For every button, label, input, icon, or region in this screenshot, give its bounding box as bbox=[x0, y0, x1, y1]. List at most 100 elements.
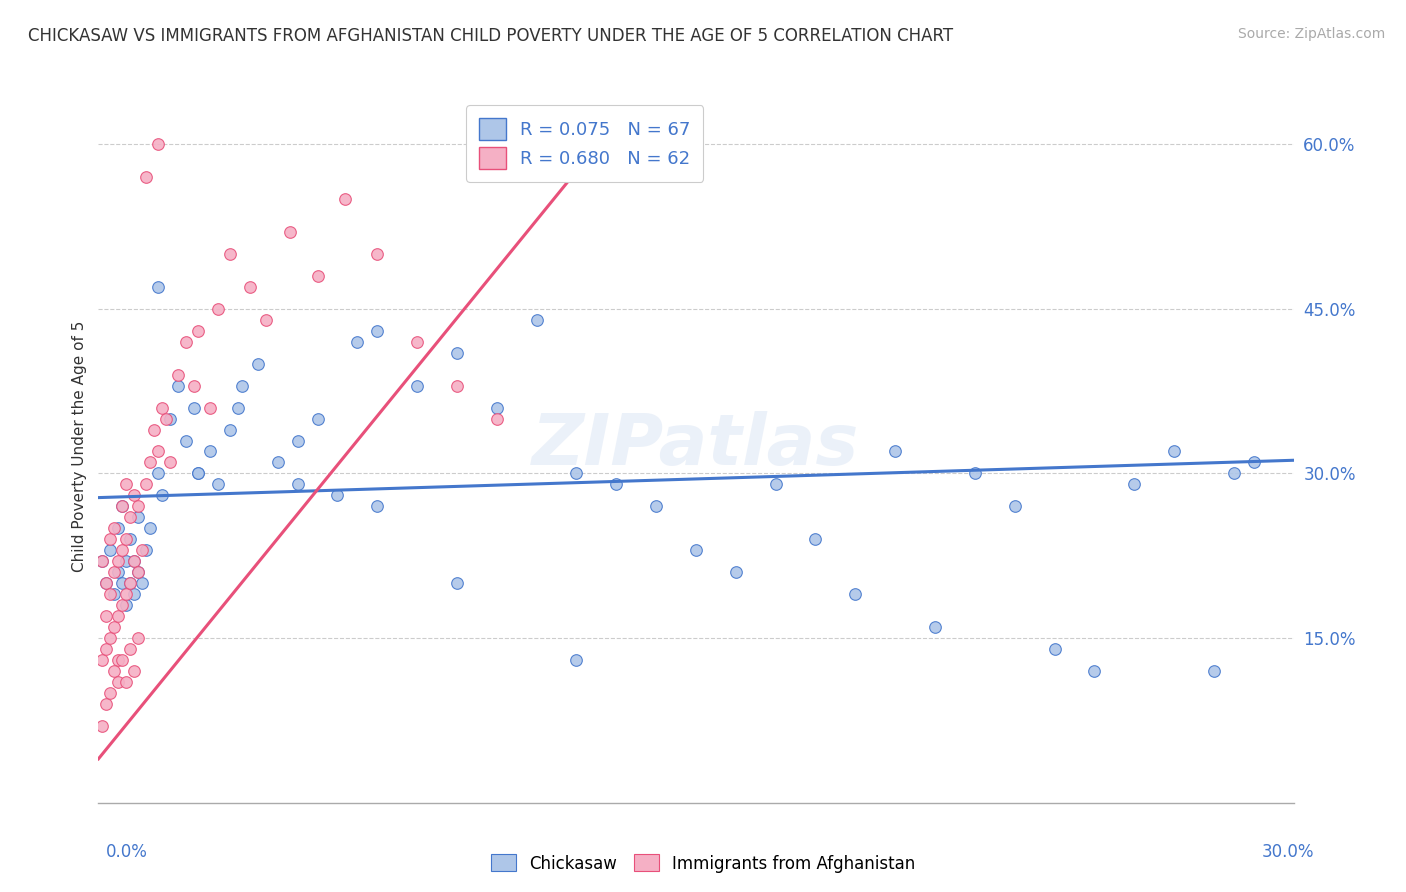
Point bbox=[139, 521, 162, 535]
Text: ZIPatlas: ZIPatlas bbox=[533, 411, 859, 481]
Point bbox=[115, 554, 138, 568]
Point bbox=[148, 467, 170, 481]
Point bbox=[91, 554, 114, 568]
Point bbox=[115, 675, 138, 690]
Point bbox=[198, 401, 221, 415]
Point bbox=[148, 444, 170, 458]
Point bbox=[406, 334, 429, 349]
Point bbox=[107, 554, 129, 568]
Point bbox=[485, 411, 508, 425]
Point bbox=[239, 280, 262, 294]
Point bbox=[98, 587, 122, 601]
Point bbox=[346, 334, 368, 349]
Point bbox=[103, 587, 125, 601]
Point bbox=[183, 401, 205, 415]
Point bbox=[98, 686, 122, 700]
Point bbox=[366, 500, 388, 514]
Point bbox=[127, 631, 149, 645]
Point bbox=[187, 467, 209, 481]
Point bbox=[107, 566, 129, 580]
Point bbox=[605, 477, 627, 491]
Point bbox=[103, 566, 125, 580]
Point bbox=[1123, 477, 1146, 491]
Point bbox=[115, 477, 138, 491]
Point bbox=[446, 378, 468, 392]
Point bbox=[167, 368, 190, 382]
Point bbox=[111, 576, 134, 591]
Point bbox=[765, 477, 787, 491]
Point bbox=[139, 455, 162, 469]
Point bbox=[326, 488, 349, 502]
Point bbox=[115, 598, 138, 612]
Point bbox=[131, 543, 153, 558]
Point bbox=[150, 401, 173, 415]
Point bbox=[96, 576, 118, 591]
Point bbox=[124, 587, 146, 601]
Point bbox=[307, 411, 329, 425]
Point bbox=[406, 378, 429, 392]
Point bbox=[187, 467, 209, 481]
Point bbox=[565, 653, 588, 667]
Point bbox=[98, 533, 122, 547]
Point bbox=[526, 312, 548, 326]
Text: 0.0%: 0.0% bbox=[105, 843, 148, 861]
Point bbox=[231, 378, 253, 392]
Text: CHICKASAW VS IMMIGRANTS FROM AFGHANISTAN CHILD POVERTY UNDER THE AGE OF 5 CORREL: CHICKASAW VS IMMIGRANTS FROM AFGHANISTAN… bbox=[28, 27, 953, 45]
Point bbox=[103, 620, 125, 634]
Point bbox=[278, 225, 301, 239]
Point bbox=[127, 566, 149, 580]
Point bbox=[307, 268, 329, 283]
Point bbox=[111, 500, 134, 514]
Point bbox=[120, 533, 142, 547]
Point bbox=[111, 598, 134, 612]
Point bbox=[226, 401, 249, 415]
Point bbox=[124, 664, 146, 678]
Point bbox=[159, 411, 181, 425]
Point bbox=[187, 324, 209, 338]
Point bbox=[107, 675, 129, 690]
Point bbox=[91, 719, 114, 733]
Legend: R = 0.075   N = 67, R = 0.680   N = 62: R = 0.075 N = 67, R = 0.680 N = 62 bbox=[465, 105, 703, 182]
Point bbox=[366, 324, 388, 338]
Point bbox=[167, 378, 190, 392]
Point bbox=[91, 554, 114, 568]
Point bbox=[724, 566, 747, 580]
Point bbox=[254, 312, 277, 326]
Point bbox=[107, 609, 129, 624]
Point bbox=[219, 247, 242, 261]
Point bbox=[267, 455, 290, 469]
Point bbox=[107, 521, 129, 535]
Point bbox=[207, 477, 229, 491]
Point bbox=[924, 620, 946, 634]
Point bbox=[120, 510, 142, 524]
Text: Source: ZipAtlas.com: Source: ZipAtlas.com bbox=[1237, 27, 1385, 41]
Point bbox=[148, 280, 170, 294]
Point bbox=[111, 500, 134, 514]
Point bbox=[107, 653, 129, 667]
Point bbox=[96, 576, 118, 591]
Point bbox=[135, 169, 157, 184]
Point bbox=[103, 664, 125, 678]
Point bbox=[155, 411, 177, 425]
Point bbox=[135, 477, 157, 491]
Point bbox=[120, 642, 142, 657]
Point bbox=[804, 533, 827, 547]
Point bbox=[127, 510, 149, 524]
Point bbox=[366, 247, 388, 261]
Point bbox=[127, 500, 149, 514]
Point bbox=[485, 401, 508, 415]
Point bbox=[131, 576, 153, 591]
Point bbox=[98, 543, 122, 558]
Point bbox=[159, 455, 181, 469]
Legend: Chickasaw, Immigrants from Afghanistan: Chickasaw, Immigrants from Afghanistan bbox=[484, 847, 922, 880]
Point bbox=[565, 467, 588, 481]
Point bbox=[115, 587, 138, 601]
Point bbox=[124, 554, 146, 568]
Point bbox=[219, 423, 242, 437]
Point bbox=[96, 697, 118, 711]
Point bbox=[246, 357, 269, 371]
Point bbox=[287, 434, 309, 448]
Point bbox=[96, 609, 118, 624]
Point bbox=[148, 137, 170, 152]
Point bbox=[143, 423, 166, 437]
